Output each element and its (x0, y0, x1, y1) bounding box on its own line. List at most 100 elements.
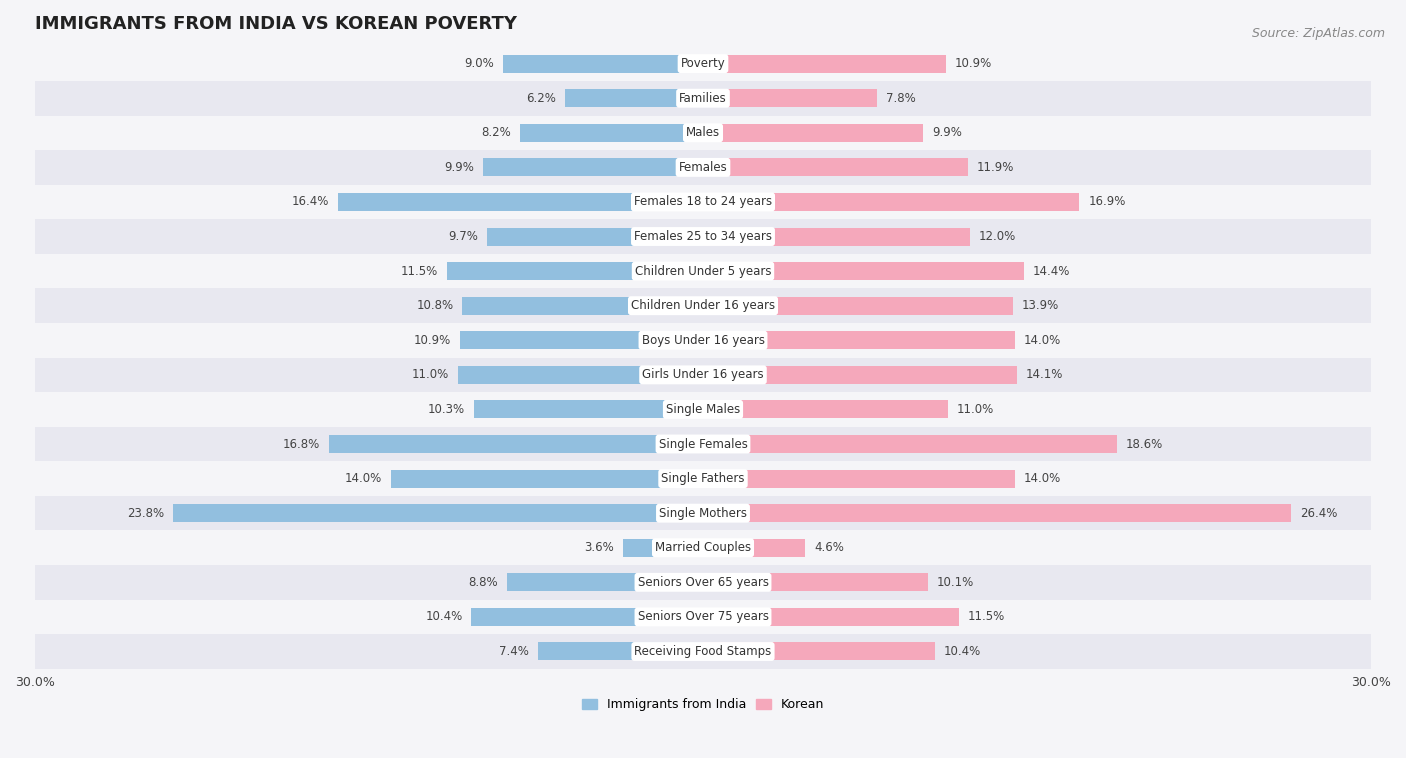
Text: 11.5%: 11.5% (967, 610, 1005, 623)
Text: 10.4%: 10.4% (425, 610, 463, 623)
Bar (35, 496, 1371, 531)
Bar (35, 600, 1371, 634)
Bar (703, 262, 1024, 280)
Bar (471, 608, 703, 626)
Bar (35, 358, 1371, 392)
Bar (703, 608, 959, 626)
Bar (35, 185, 1371, 219)
Text: 9.0%: 9.0% (464, 57, 494, 70)
Bar (35, 323, 1371, 358)
Text: 16.8%: 16.8% (283, 437, 321, 450)
Text: Children Under 5 years: Children Under 5 years (634, 265, 772, 277)
Bar (391, 470, 703, 487)
Text: 13.9%: 13.9% (1021, 299, 1059, 312)
Bar (703, 366, 1017, 384)
Text: 6.2%: 6.2% (526, 92, 555, 105)
Bar (703, 89, 877, 107)
Text: 11.5%: 11.5% (401, 265, 439, 277)
Text: 3.6%: 3.6% (583, 541, 614, 554)
Text: 9.9%: 9.9% (932, 127, 962, 139)
Text: Children Under 16 years: Children Under 16 years (631, 299, 775, 312)
Text: 11.0%: 11.0% (957, 403, 994, 416)
Bar (703, 504, 1291, 522)
Text: Poverty: Poverty (681, 57, 725, 70)
Bar (703, 124, 924, 142)
Bar (482, 158, 703, 177)
Bar (35, 219, 1371, 254)
Text: Single Females: Single Females (658, 437, 748, 450)
Bar (35, 392, 1371, 427)
Text: 16.9%: 16.9% (1088, 196, 1126, 208)
Text: 12.0%: 12.0% (979, 230, 1017, 243)
Text: 8.8%: 8.8% (468, 576, 498, 589)
Bar (703, 296, 1012, 315)
Text: Married Couples: Married Couples (655, 541, 751, 554)
Bar (508, 573, 703, 591)
Text: 7.8%: 7.8% (886, 92, 915, 105)
Bar (35, 462, 1371, 496)
Text: Source: ZipAtlas.com: Source: ZipAtlas.com (1251, 27, 1385, 39)
Text: 14.1%: 14.1% (1026, 368, 1063, 381)
Bar (35, 565, 1371, 600)
Text: 10.9%: 10.9% (415, 334, 451, 346)
Bar (329, 435, 703, 453)
Text: 14.0%: 14.0% (1024, 472, 1062, 485)
Bar (520, 124, 703, 142)
Bar (703, 400, 948, 418)
Bar (703, 539, 806, 556)
Text: 10.1%: 10.1% (936, 576, 974, 589)
Bar (35, 634, 1371, 669)
Text: 26.4%: 26.4% (1299, 506, 1337, 520)
Legend: Immigrants from India, Korean: Immigrants from India, Korean (576, 694, 830, 716)
Text: Females 25 to 34 years: Females 25 to 34 years (634, 230, 772, 243)
Text: IMMIGRANTS FROM INDIA VS KOREAN POVERTY: IMMIGRANTS FROM INDIA VS KOREAN POVERTY (35, 15, 517, 33)
Text: 11.9%: 11.9% (977, 161, 1014, 174)
Text: Boys Under 16 years: Boys Under 16 years (641, 334, 765, 346)
Text: 18.6%: 18.6% (1126, 437, 1163, 450)
Text: 9.7%: 9.7% (449, 230, 478, 243)
Text: Males: Males (686, 127, 720, 139)
Text: 4.6%: 4.6% (814, 541, 844, 554)
Text: 16.4%: 16.4% (291, 196, 329, 208)
Bar (35, 81, 1371, 115)
Bar (703, 470, 1015, 487)
Bar (447, 262, 703, 280)
Text: 11.0%: 11.0% (412, 368, 449, 381)
Text: Single Mothers: Single Mothers (659, 506, 747, 520)
Bar (703, 158, 967, 177)
Text: 10.8%: 10.8% (416, 299, 454, 312)
Bar (703, 643, 935, 660)
Text: 8.2%: 8.2% (482, 127, 512, 139)
Text: Females: Females (679, 161, 727, 174)
Bar (35, 150, 1371, 185)
Bar (703, 193, 1080, 211)
Bar (703, 435, 1118, 453)
Bar (458, 366, 703, 384)
Bar (703, 227, 970, 246)
Text: 7.4%: 7.4% (499, 645, 529, 658)
Text: Seniors Over 75 years: Seniors Over 75 years (637, 610, 769, 623)
Text: Girls Under 16 years: Girls Under 16 years (643, 368, 763, 381)
Bar (703, 55, 946, 73)
Text: 14.0%: 14.0% (344, 472, 382, 485)
Text: Receiving Food Stamps: Receiving Food Stamps (634, 645, 772, 658)
Text: 10.4%: 10.4% (943, 645, 981, 658)
Text: 23.8%: 23.8% (127, 506, 165, 520)
Bar (460, 331, 703, 349)
Bar (703, 331, 1015, 349)
Bar (623, 539, 703, 556)
Bar (486, 227, 703, 246)
Text: Families: Families (679, 92, 727, 105)
Bar (35, 288, 1371, 323)
Bar (565, 89, 703, 107)
Text: 10.3%: 10.3% (427, 403, 465, 416)
Bar (474, 400, 703, 418)
Bar (35, 46, 1371, 81)
Bar (35, 254, 1371, 288)
Bar (35, 115, 1371, 150)
Text: 14.4%: 14.4% (1032, 265, 1070, 277)
Text: Seniors Over 65 years: Seniors Over 65 years (637, 576, 769, 589)
Bar (35, 427, 1371, 462)
Bar (502, 55, 703, 73)
Text: Single Fathers: Single Fathers (661, 472, 745, 485)
